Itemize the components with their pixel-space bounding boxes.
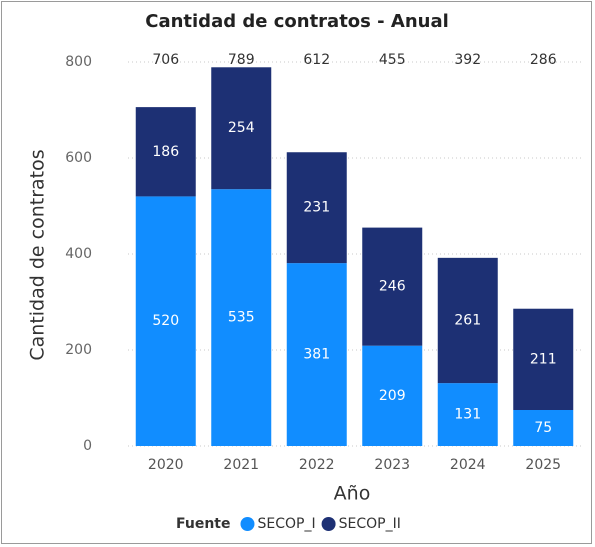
- bar-segment: [286, 263, 347, 446]
- legend-marker: [240, 517, 255, 531]
- total-label: 789: [228, 52, 255, 68]
- y-tick-label: 200: [65, 342, 92, 358]
- bar-segment: [135, 196, 196, 446]
- legend-title: Fuente: [176, 516, 230, 532]
- x-tick-label: 2020: [148, 457, 184, 473]
- bar-segment: [286, 152, 347, 264]
- bar-segment: [362, 227, 423, 346]
- bar-segment: [135, 107, 196, 197]
- data-label: 381: [303, 347, 330, 363]
- bar-segment: [211, 189, 272, 446]
- legend-marker: [321, 517, 336, 531]
- y-tick-label: 600: [65, 150, 92, 166]
- bar-segment: [513, 308, 574, 410]
- total-label: 612: [303, 52, 330, 68]
- total-label: 455: [379, 52, 406, 68]
- chart-title: Cantidad de contratos - Anual: [145, 11, 449, 32]
- data-label: 254: [228, 120, 255, 136]
- bar-segment: [362, 345, 423, 446]
- data-label: 186: [152, 144, 179, 160]
- x-tick-label: 2021: [223, 457, 259, 473]
- bar-segment: [513, 410, 574, 446]
- data-label: 520: [152, 313, 179, 329]
- y-tick-label: 400: [65, 246, 92, 262]
- data-label: 131: [454, 407, 481, 423]
- bar-segment: [437, 257, 498, 384]
- x-tick-label: 2022: [299, 457, 335, 473]
- data-label: 211: [530, 351, 557, 367]
- total-label: 392: [454, 52, 481, 68]
- bar-segment: [211, 67, 272, 190]
- data-label: 231: [303, 200, 330, 216]
- data-label: 261: [454, 312, 481, 328]
- bar-segment: [437, 383, 498, 446]
- data-label: 535: [228, 310, 255, 326]
- legend-label: SECOP_II: [339, 516, 401, 532]
- legend-label: SECOP_I: [257, 516, 315, 532]
- x-tick-label: 2023: [374, 457, 410, 473]
- y-tick-label: 800: [65, 54, 92, 70]
- data-label: 246: [379, 279, 406, 295]
- y-axis-title: Cantidad de contratos: [27, 149, 49, 360]
- data-label: 209: [379, 388, 406, 404]
- x-tick-label: 2024: [450, 457, 486, 473]
- total-label: 286: [530, 52, 557, 68]
- x-axis-title: Año: [334, 483, 371, 505]
- data-label: 75: [534, 420, 552, 436]
- total-label: 706: [152, 52, 179, 68]
- x-tick-label: 2025: [525, 457, 561, 473]
- y-tick-label: 0: [83, 438, 92, 454]
